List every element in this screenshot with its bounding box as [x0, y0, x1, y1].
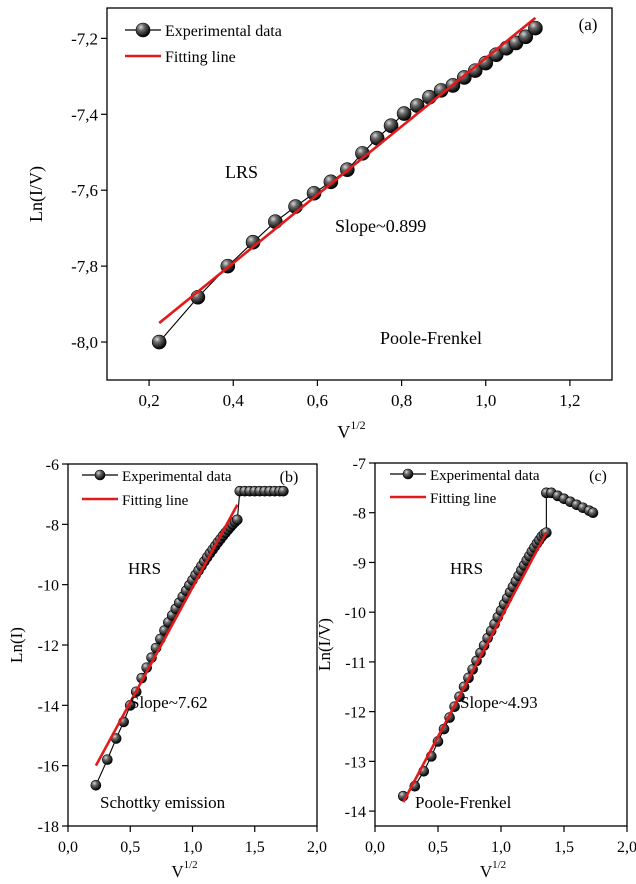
plot-frame — [374, 462, 628, 827]
x-tick-label: 0,0 — [58, 839, 78, 856]
x-tick-label: 0,2 — [138, 391, 159, 410]
data-point — [383, 118, 399, 133]
annotation-label: Slope~0.899 — [335, 216, 426, 236]
x-tick-label: 1,5 — [554, 839, 574, 856]
data-point — [278, 485, 289, 497]
y-tick-label: -10 — [38, 578, 59, 595]
legend-label-experimental: Experimental data — [122, 469, 232, 485]
data-point — [396, 106, 412, 121]
chart-panel: 0,0 0,5 1,0 1,5 2,0 -18 -16 -14 -12 -10 -8 -6 V1/2 Ln… — [7, 457, 327, 881]
y-tick-label: -7,6 — [71, 181, 98, 200]
data-point — [90, 779, 102, 791]
legend-label-fitting: Fitting line — [430, 491, 497, 507]
annotation-label: HRS — [450, 559, 483, 578]
legend: Experimental data Fitting line — [125, 22, 282, 66]
x-tick-label: 1,2 — [559, 391, 580, 410]
y-tick-label: -8 — [353, 506, 366, 523]
x-tick-label: 0,6 — [307, 391, 328, 410]
plot-frame — [106, 7, 613, 381]
fitting-line — [402, 532, 548, 803]
legend: Experimental data Fitting line — [390, 468, 540, 507]
data-point — [528, 20, 543, 36]
x-tick-label: 1,0 — [475, 391, 496, 410]
legend-label-fitting: Fitting line — [165, 49, 236, 66]
data-point — [587, 507, 599, 519]
legend: Experimental data Fitting line — [82, 469, 232, 509]
y-tick-label: -8 — [46, 517, 59, 534]
annotation-label: Slope~7.62 — [130, 693, 208, 712]
annotation-label: HRS — [128, 559, 161, 578]
legend-label-experimental: Experimental data — [165, 23, 282, 40]
x-tick-label: 2,0 — [617, 839, 636, 856]
panel-label: (a) — [579, 15, 598, 34]
x-tick-label: 1,0 — [491, 839, 511, 856]
y-axis-label: Ln(I/V) — [315, 618, 334, 671]
x-axis-label-base: V — [480, 862, 493, 881]
x-tick-label: 0,8 — [391, 391, 412, 410]
annotation-label: Poole-Frenkel — [415, 793, 512, 812]
y-tick-label: -12 — [345, 705, 366, 722]
y-axis-label: Ln(I/V) — [26, 166, 47, 222]
x-axis-label-base: V — [337, 422, 350, 442]
x-tick-label: 1,0 — [183, 839, 203, 856]
y-tick-label: -10 — [345, 605, 366, 622]
x-tick-label: 0,5 — [120, 839, 140, 856]
legend-marker-experimental — [135, 22, 151, 38]
y-tick-label: -9 — [353, 555, 366, 572]
panel-label: (c) — [589, 468, 607, 485]
y-tick-label: -8,0 — [71, 333, 98, 352]
x-axis-label: V1/2 — [480, 859, 506, 881]
y-tick-label: -11 — [345, 655, 366, 672]
y-tick-label: -7 — [353, 456, 366, 473]
x-tick-label: 1,5 — [245, 839, 265, 856]
y-tick-label: -7,2 — [71, 29, 98, 48]
annotation-label: Schottky emission — [100, 793, 226, 812]
x-axis-label-superscript: 1/2 — [492, 859, 506, 871]
x-tick-label: 0,5 — [428, 839, 448, 856]
x-axis-label: V1/2 — [337, 418, 365, 442]
legend-marker-experimental — [402, 468, 414, 480]
x-axis-label-superscript: 1/2 — [184, 859, 198, 871]
y-tick-label: -6 — [46, 457, 59, 474]
plot-frame — [67, 463, 318, 827]
y-tick-label: -12 — [38, 638, 59, 655]
x-tick-label: 0,4 — [223, 391, 245, 410]
y-tick-label: -16 — [38, 759, 59, 776]
fitting-line — [158, 16, 537, 325]
y-axis-label: Ln(I) — [7, 627, 26, 663]
fitting-line — [94, 504, 239, 767]
y-tick-label: -18 — [38, 819, 59, 836]
x-tick-label: 2,0 — [307, 839, 327, 856]
x-axis-label: V1/2 — [171, 859, 197, 881]
y-tick-label: -14 — [345, 804, 366, 821]
annotation-label: Slope~4.93 — [460, 693, 538, 712]
x-tick-label: 0,0 — [365, 839, 385, 856]
annotation-label: Poole-Frenkel — [380, 328, 482, 348]
experimental-data-line — [95, 490, 284, 786]
data-point — [268, 214, 283, 230]
y-tick-label: -13 — [345, 754, 366, 771]
data-point — [102, 754, 113, 765]
data-point — [518, 29, 534, 45]
legend-label-fitting: Fitting line — [122, 493, 189, 509]
panel-label: (b) — [280, 469, 299, 486]
data-point — [467, 63, 483, 78]
legend-marker-experimental — [94, 469, 106, 481]
x-axis-label-superscript: 1/2 — [350, 418, 365, 432]
y-tick-label: -7,8 — [71, 257, 98, 276]
legend-label-experimental: Experimental data — [430, 468, 540, 484]
chart-panel: 0,2 0,4 0,6 0,8 1,0 1,2 -8,0 -7,8 -7,6 -7,4 -7,2 V1… — [26, 7, 613, 442]
y-tick-label: -14 — [38, 698, 59, 715]
chart-panel: 0,0 0,5 1,0 1,5 2,0 -14 -13 -12 -11 -10 -9 -8 -7 V1/2… — [315, 456, 636, 881]
annotation-label: LRS — [225, 162, 258, 182]
y-tick-label: -7,4 — [71, 105, 98, 124]
data-point — [151, 334, 167, 350]
x-axis-label-base: V — [171, 862, 184, 881]
data-point — [232, 514, 243, 526]
